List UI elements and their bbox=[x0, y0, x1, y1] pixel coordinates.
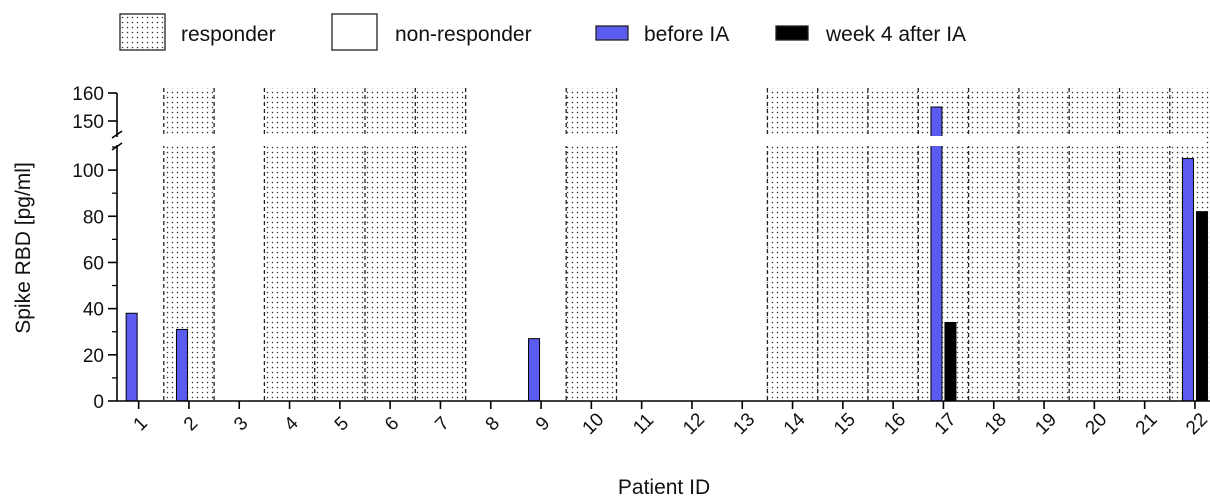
y-tick-label-80: 80 bbox=[83, 207, 104, 228]
responder-region-21 bbox=[1119, 88, 1170, 401]
responder-region-20 bbox=[1069, 88, 1120, 401]
bar-week4-after-ia-17 bbox=[944, 321, 957, 402]
y-tick-label-160: 160 bbox=[72, 84, 104, 105]
legend-label-1: non-responder bbox=[395, 23, 532, 46]
responder-region-2 bbox=[163, 88, 215, 401]
x-tick-label-21: 21 bbox=[1132, 409, 1162, 439]
responder-region-6 bbox=[365, 88, 416, 401]
x-tick-label-5: 5 bbox=[331, 413, 353, 435]
bars bbox=[116, 106, 1208, 402]
legend: responder non-responder before IA week 4 af… bbox=[119, 13, 966, 51]
x-tick-label-4: 4 bbox=[280, 413, 303, 436]
x-tick-label-8: 8 bbox=[482, 413, 504, 435]
y-tick-label-100: 100 bbox=[72, 161, 104, 182]
legend-swatch-3 bbox=[775, 25, 809, 41]
x-tick-label-11: 11 bbox=[629, 410, 658, 439]
bar-before-ia-9 bbox=[528, 338, 541, 402]
y-tick-label-0: 0 bbox=[93, 392, 104, 413]
x-tick-label-2: 2 bbox=[180, 413, 202, 435]
x-tick-label-13: 13 bbox=[729, 409, 759, 439]
y-axis-break-mark-upper bbox=[111, 130, 123, 139]
x-tick-label-9: 9 bbox=[532, 413, 554, 435]
x-tick-label-20: 20 bbox=[1082, 409, 1112, 439]
legend-label-0: responder bbox=[181, 23, 276, 46]
x-tick-label-1: 1 bbox=[130, 413, 152, 435]
responder-region-18 bbox=[968, 88, 1019, 401]
responder-region-5 bbox=[314, 88, 365, 401]
responder-region-14 bbox=[767, 88, 818, 401]
legend-swatch-1 bbox=[331, 13, 378, 51]
responder-region-15 bbox=[817, 88, 868, 401]
bar-week4-after-ia-22 bbox=[1195, 211, 1208, 402]
responder-region-10 bbox=[566, 88, 617, 401]
y-axis-title: Spike RBD [pg/ml] bbox=[12, 162, 35, 334]
y-tick-label-150: 150 bbox=[72, 112, 104, 133]
responder-region-7 bbox=[415, 88, 466, 401]
y-tick-label-20: 20 bbox=[83, 346, 104, 367]
x-tick-label-18: 18 bbox=[981, 409, 1011, 439]
x-tick-label-6: 6 bbox=[381, 413, 403, 435]
x-tick-label-3: 3 bbox=[230, 413, 252, 435]
x-tick-label-15: 15 bbox=[830, 409, 860, 439]
x-tick-label-19: 19 bbox=[1031, 409, 1061, 439]
responder-region-4 bbox=[264, 88, 315, 401]
legend-swatch-2 bbox=[595, 25, 629, 41]
x-tick-label-14: 14 bbox=[780, 409, 810, 439]
x-axis-title: Patient ID bbox=[618, 476, 710, 499]
axis-break-gap bbox=[116, 136, 1206, 146]
x-tick-label-16: 16 bbox=[880, 409, 910, 439]
responder-region-19 bbox=[1018, 88, 1070, 401]
bar-before-ia-1 bbox=[125, 312, 138, 402]
x-tick-label-7: 7 bbox=[431, 413, 453, 435]
bar-before-ia-17 bbox=[930, 106, 943, 402]
legend-label-3: week 4 after IA bbox=[825, 23, 966, 46]
bar-before-ia-22 bbox=[1181, 158, 1194, 402]
responder-region-17 bbox=[918, 88, 969, 401]
legend-swatch-0 bbox=[119, 13, 166, 51]
x-tick-label-10: 10 bbox=[579, 409, 609, 439]
x-tick-label-12: 12 bbox=[679, 409, 709, 439]
legend-label-2: before IA bbox=[644, 23, 729, 46]
y-tick-label-40: 40 bbox=[83, 300, 104, 321]
responder-region-16 bbox=[868, 88, 919, 401]
bar-before-ia-2 bbox=[175, 328, 188, 402]
responder-regions bbox=[163, 88, 1210, 401]
y-tick-label-60: 60 bbox=[83, 253, 104, 274]
x-tick-label-22: 22 bbox=[1182, 409, 1210, 439]
x-tick-label-17: 17 bbox=[931, 409, 961, 439]
